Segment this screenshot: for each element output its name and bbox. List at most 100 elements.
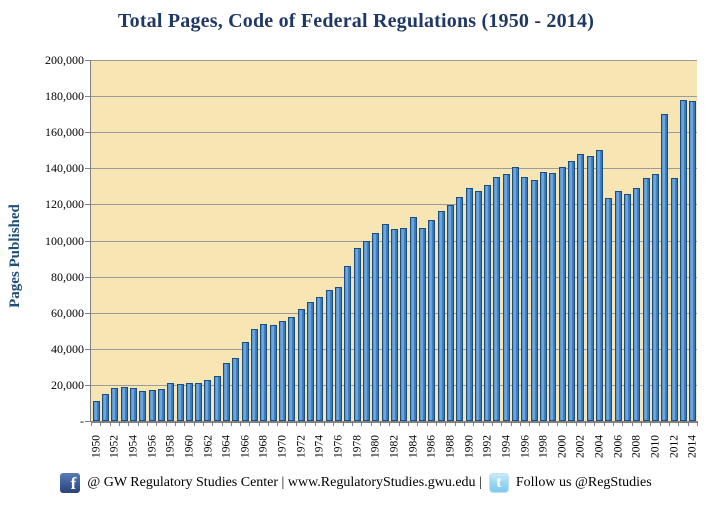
- x-tick-label: 1998: [537, 435, 550, 458]
- bar-1950: [92, 401, 100, 421]
- x-tick-label: 1972: [295, 435, 308, 458]
- y-tick-mark: [85, 421, 90, 422]
- x-tick-mark: [268, 421, 270, 426]
- x-tick-mark: [426, 421, 428, 426]
- gridline: [91, 96, 697, 98]
- y-tick-mark: [85, 240, 90, 242]
- facebook-icon[interactable]: f: [60, 473, 81, 493]
- x-tick-mark: [91, 421, 92, 426]
- bar-1966: [241, 342, 249, 421]
- footer-text-right: Follow us @RegStudies: [515, 475, 652, 490]
- bar-1989: [456, 197, 464, 421]
- bar-1999: [549, 173, 557, 421]
- x-tick-mark: [566, 421, 568, 426]
- bar-1968: [260, 324, 268, 421]
- x-tick-mark: [258, 421, 260, 426]
- x-tick-mark: [641, 421, 643, 426]
- bar-1963: [213, 376, 221, 421]
- x-tick-mark: [146, 421, 148, 426]
- bar-1976: [335, 287, 342, 421]
- bar-1953: [120, 387, 128, 421]
- x-tick-mark: [128, 421, 130, 426]
- x-tick-mark: [650, 421, 652, 426]
- x-tick-label: 1962: [202, 435, 215, 458]
- x-tick-label: 2008: [630, 435, 643, 458]
- bar-2009: [642, 178, 650, 421]
- x-tick-mark: [156, 421, 158, 426]
- bar-1957: [157, 389, 165, 421]
- x-tick-mark: [678, 421, 680, 426]
- bar-1973: [307, 302, 315, 421]
- x-tick-mark: [296, 421, 298, 426]
- x-tick-mark: [202, 421, 204, 426]
- x-tick-mark: [407, 421, 409, 426]
- bar-1987: [437, 211, 445, 421]
- bar-1974: [316, 297, 324, 421]
- bar-1961: [195, 383, 203, 421]
- gridline: [91, 204, 697, 206]
- x-tick-label: 1994: [500, 435, 513, 458]
- x-tick-mark: [277, 421, 279, 426]
- bar-1997: [530, 180, 538, 421]
- x-tick-mark: [622, 421, 624, 426]
- bar-1985: [418, 228, 426, 421]
- x-tick-label: 1970: [276, 435, 289, 458]
- x-tick-mark: [352, 421, 354, 426]
- x-tick-mark: [342, 421, 344, 426]
- x-tick-label: 1988: [444, 435, 457, 458]
- footer-text-left: @ GW Regulatory Studies Center | www.Reg…: [87, 475, 482, 490]
- y-tick-mark: [85, 132, 90, 134]
- bar-1992: [484, 185, 492, 421]
- bar-2011: [661, 114, 669, 421]
- x-tick-label: 1996: [519, 435, 532, 458]
- x-tick-label: 1986: [425, 435, 438, 458]
- bar-1993: [493, 177, 501, 421]
- twitter-icon[interactable]: t: [488, 473, 509, 493]
- x-tick-label: 1954: [127, 435, 140, 458]
- bar-1951: [101, 394, 109, 421]
- bar-1994: [502, 174, 510, 421]
- x-tick-mark: [454, 421, 456, 426]
- bar-1952: [111, 388, 119, 421]
- x-tick-mark: [538, 421, 540, 426]
- bar-1988: [446, 205, 454, 421]
- x-tick-mark: [491, 421, 493, 426]
- y-tick-label: 160,000: [45, 125, 84, 140]
- x-tick-label: 2002: [574, 435, 587, 458]
- bar-1995: [512, 167, 520, 421]
- y-tick-label: 100,000: [45, 233, 84, 248]
- y-tick-label: 200,000: [45, 53, 84, 67]
- x-tick-mark: [473, 421, 475, 426]
- x-tick-mark: [165, 421, 167, 426]
- x-tick-label: 1984: [407, 435, 420, 458]
- bar-1981: [381, 224, 389, 421]
- bar-2002: [577, 154, 585, 421]
- x-tick-mark: [286, 421, 288, 426]
- x-tick-label: 2010: [649, 435, 662, 458]
- bar-1969: [269, 325, 277, 421]
- bar-2013: [679, 100, 687, 421]
- x-tick-mark: [109, 421, 111, 426]
- x-tick-label: 1992: [481, 435, 494, 458]
- x-tick-mark: [230, 421, 232, 426]
- y-tick-label: 40,000: [51, 341, 84, 356]
- x-tick-mark: [435, 421, 437, 426]
- bar-1990: [465, 188, 473, 421]
- x-tick-label: 1960: [183, 435, 196, 458]
- x-tick-mark: [445, 421, 447, 426]
- bar-1975: [325, 290, 333, 421]
- y-tick-label: 80,000: [51, 269, 84, 284]
- x-tick-mark: [212, 421, 214, 426]
- y-tick-mark: [85, 168, 90, 170]
- y-tick-label: 140,000: [45, 161, 84, 176]
- x-tick-mark: [398, 421, 400, 426]
- bar-2012: [670, 178, 678, 421]
- bar-1980: [372, 233, 380, 421]
- x-tick-mark: [463, 421, 465, 426]
- bar-1996: [521, 177, 529, 421]
- bar-1960: [185, 383, 193, 421]
- bar-1977: [344, 266, 352, 421]
- x-tick-mark: [389, 421, 391, 426]
- bar-2008: [633, 188, 641, 421]
- y-tick-mark: [85, 312, 90, 314]
